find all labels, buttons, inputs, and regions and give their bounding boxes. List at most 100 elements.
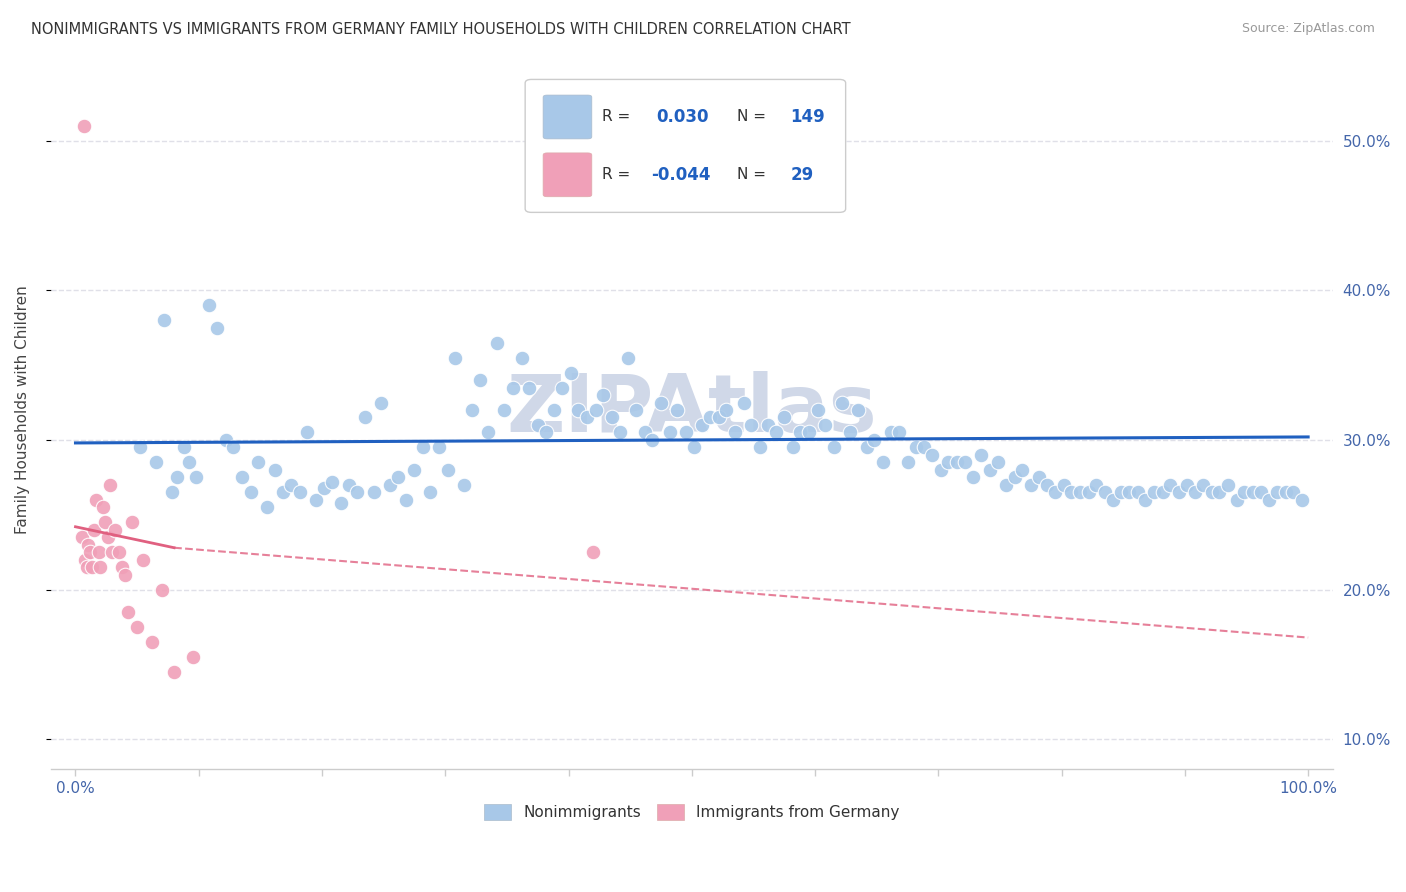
Point [117, 605, 139, 619]
Point [880, 425, 903, 440]
Point [76, 560, 98, 574]
Point [75, 552, 97, 566]
Point [1085, 478, 1108, 492]
Point [1208, 485, 1230, 500]
Point [436, 463, 458, 477]
Point [231, 470, 253, 484]
Point [297, 425, 319, 440]
Point [675, 425, 697, 440]
Point [1028, 470, 1050, 484]
Point [378, 478, 401, 492]
Point [576, 410, 599, 425]
Point [1233, 485, 1256, 500]
Point [486, 335, 509, 350]
Point [690, 417, 713, 432]
Point [346, 485, 368, 500]
Point [91, 500, 114, 515]
Point [1159, 478, 1181, 492]
Point [132, 552, 155, 566]
Point [1011, 463, 1033, 477]
Point [264, 463, 287, 477]
Point [461, 403, 484, 417]
Text: -0.044: -0.044 [651, 166, 710, 184]
Point [1275, 485, 1298, 500]
Point [173, 441, 195, 455]
Point [1152, 485, 1174, 500]
Point [246, 455, 269, 469]
Point [936, 455, 959, 469]
Point [551, 380, 574, 394]
FancyBboxPatch shape [543, 153, 592, 197]
Point [765, 425, 787, 440]
Point [1036, 478, 1059, 492]
Point [707, 410, 730, 425]
Point [921, 448, 943, 462]
Text: 0.030: 0.030 [657, 108, 709, 126]
Point [1126, 485, 1149, 500]
Point [70, 530, 93, 544]
Point [582, 545, 605, 559]
Point [600, 410, 623, 425]
FancyBboxPatch shape [543, 95, 592, 139]
Point [543, 403, 565, 417]
Point [86, 492, 108, 507]
Point [239, 485, 262, 500]
Point [1135, 492, 1157, 507]
Point [912, 441, 935, 455]
Text: R =: R = [602, 168, 630, 182]
Point [163, 665, 186, 679]
Point [560, 366, 582, 380]
Point [995, 478, 1018, 492]
Point [929, 463, 952, 477]
Point [1241, 485, 1264, 500]
Point [756, 417, 779, 432]
Point [468, 373, 491, 387]
Point [666, 403, 689, 417]
Point [1060, 485, 1083, 500]
Point [782, 441, 804, 455]
Point [733, 395, 755, 409]
Point [215, 433, 238, 447]
Point [1094, 485, 1116, 500]
Point [536, 425, 558, 440]
Point [153, 313, 176, 327]
Point [1192, 478, 1215, 492]
Point [1226, 492, 1249, 507]
Text: N =: N = [737, 110, 766, 125]
Point [107, 545, 129, 559]
Point [127, 620, 149, 634]
Point [280, 478, 302, 492]
Point [748, 441, 770, 455]
Point [856, 441, 879, 455]
Text: R =: R = [602, 110, 630, 125]
Point [222, 441, 245, 455]
Point [517, 380, 540, 394]
Point [150, 582, 173, 597]
Point [502, 380, 524, 394]
Point [650, 395, 672, 409]
Point [314, 481, 336, 495]
Point [412, 441, 434, 455]
Point [814, 417, 837, 432]
Point [89, 560, 111, 574]
Point [1201, 485, 1223, 500]
Point [271, 485, 294, 500]
Point [986, 455, 1008, 469]
Point [370, 395, 392, 409]
Point [970, 448, 993, 462]
Point [1184, 485, 1206, 500]
Point [73, 119, 96, 133]
Point [1053, 478, 1076, 492]
Point [329, 496, 352, 510]
Point [1282, 485, 1305, 500]
Point [76, 538, 98, 552]
Point [453, 478, 475, 492]
Point [395, 492, 418, 507]
Point [699, 410, 721, 425]
Point [494, 403, 516, 417]
Point [207, 320, 229, 334]
Point [887, 425, 910, 440]
Point [444, 351, 467, 365]
Point [979, 463, 1001, 477]
Point [806, 403, 828, 417]
